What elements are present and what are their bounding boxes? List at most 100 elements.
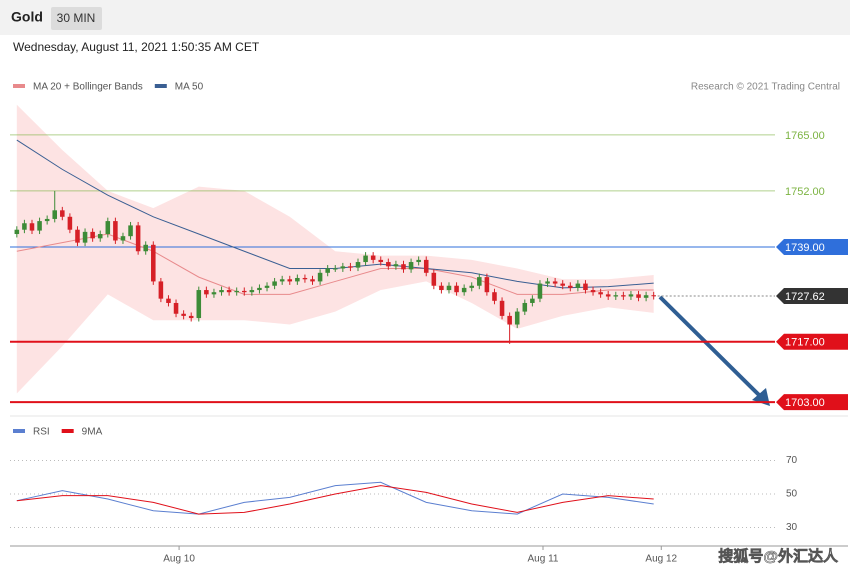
candle-body xyxy=(393,264,399,267)
candle-body xyxy=(279,279,285,282)
candle-body xyxy=(439,285,444,291)
candle-body xyxy=(52,210,58,219)
interval[interactable]: 30 MIN xyxy=(57,11,96,25)
candle-body xyxy=(22,223,27,230)
rsi-line xyxy=(16,485,654,515)
candle-body xyxy=(568,285,573,288)
candle-body xyxy=(37,221,42,231)
legend-label: MA 50 xyxy=(175,82,204,93)
candle-body xyxy=(469,285,475,288)
candle-body xyxy=(636,294,641,298)
candle-body xyxy=(560,283,565,286)
level-label: 1739.00 xyxy=(785,242,825,254)
candle-body xyxy=(234,290,239,293)
candle-body xyxy=(363,255,368,263)
candle-body xyxy=(408,262,414,270)
candle-body xyxy=(90,231,95,239)
y-tick-label: 50 xyxy=(786,489,798,500)
candle-body xyxy=(613,295,619,297)
candle-body xyxy=(590,290,596,293)
candle-body xyxy=(401,264,406,270)
candle-body xyxy=(651,295,656,297)
candle-body xyxy=(151,244,156,282)
candle-body xyxy=(242,290,247,293)
candle-body xyxy=(423,259,429,273)
candle-body xyxy=(355,262,361,268)
bollinger-band xyxy=(16,104,654,394)
candle-body xyxy=(249,290,255,293)
legend-swatch xyxy=(13,429,25,433)
candle-body xyxy=(287,279,293,282)
candle-body xyxy=(135,225,141,252)
candle-body xyxy=(605,294,611,297)
candle-body xyxy=(97,234,103,239)
legend-swatch xyxy=(154,84,167,88)
candle-body xyxy=(14,229,20,235)
level-tag xyxy=(776,333,848,350)
candle-body xyxy=(173,302,179,314)
candle-body xyxy=(522,302,528,312)
legend-label: MA 20 + Bollinger Bands xyxy=(33,82,143,93)
candle-body xyxy=(128,225,133,237)
interval-badge[interactable] xyxy=(51,7,102,30)
candle-body xyxy=(211,292,217,295)
candle-body xyxy=(226,290,232,293)
candle-body xyxy=(537,283,543,299)
rsi-line xyxy=(16,481,654,515)
candle-body xyxy=(188,315,194,319)
forecast-arrow xyxy=(658,295,764,400)
candle-body xyxy=(75,229,80,243)
x-tick-label: Aug 11 xyxy=(528,554,559,565)
candle-body xyxy=(446,285,452,291)
candle-body xyxy=(29,223,35,231)
candle-body xyxy=(143,244,148,252)
instrument: Gold xyxy=(11,9,43,25)
candle-body xyxy=(386,262,391,267)
candle-body xyxy=(44,218,50,222)
candle-body xyxy=(60,210,65,217)
legend-swatch xyxy=(13,84,25,88)
candle-body xyxy=(575,283,581,288)
candle-body xyxy=(295,277,300,282)
candle-body xyxy=(166,298,171,303)
candle-body xyxy=(454,285,459,293)
candle-body xyxy=(340,266,346,269)
candle-body xyxy=(370,255,376,260)
x-tick-label: Aug 10 xyxy=(163,554,195,565)
candle-body xyxy=(204,290,209,295)
candle-body xyxy=(317,272,323,282)
candle-body xyxy=(431,272,437,286)
candle-body xyxy=(158,281,164,299)
candle-body xyxy=(219,290,224,293)
level-label: 1703.00 xyxy=(785,397,825,409)
header-bar xyxy=(0,0,850,35)
level-tag xyxy=(776,287,848,304)
datetime: Wednesday, August 11, 2021 1:50:35 AM CE… xyxy=(13,40,260,54)
candle-body xyxy=(120,236,126,241)
candle-body xyxy=(499,300,505,316)
candle-body xyxy=(113,221,118,241)
legend-label: 9MA xyxy=(82,427,103,438)
candle-body xyxy=(484,277,490,293)
candle-body xyxy=(583,283,588,291)
source-note: Research © 2021 Trading Central xyxy=(691,82,840,93)
legend-label: RSI xyxy=(33,427,50,438)
candle-body xyxy=(82,231,88,243)
level-label: 1765.00 xyxy=(785,130,825,142)
candle-body xyxy=(302,277,308,280)
candle-body xyxy=(416,259,421,263)
candle-body xyxy=(552,281,558,284)
candle-body xyxy=(628,294,634,297)
candle-body xyxy=(332,268,338,270)
candle-body xyxy=(196,290,202,319)
candle-body xyxy=(598,292,603,295)
candle-body xyxy=(181,313,186,316)
candle-body xyxy=(507,315,512,325)
candle-body xyxy=(461,287,467,293)
candle-body xyxy=(378,259,384,263)
candle-body xyxy=(545,281,550,284)
candle-body xyxy=(514,311,520,325)
y-tick-label: 70 xyxy=(786,455,798,466)
